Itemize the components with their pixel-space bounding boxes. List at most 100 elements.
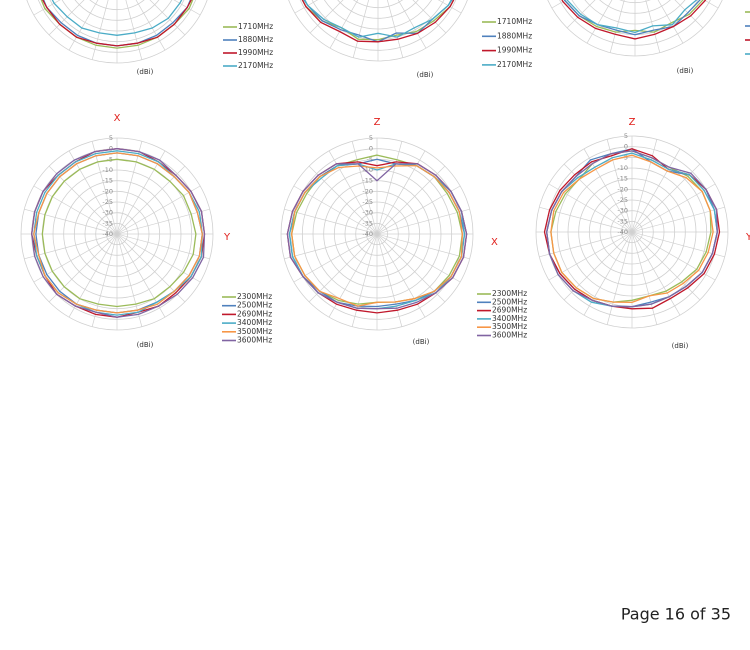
legend-label: 3400MHz <box>237 318 272 327</box>
spoke <box>135 0 166 51</box>
spoke <box>24 233 118 260</box>
spoke <box>33 0 61 16</box>
spoke <box>586 0 613 44</box>
spoke <box>68 233 118 318</box>
spoke <box>308 165 378 235</box>
grid-ring <box>280 137 474 331</box>
spoke <box>631 183 716 233</box>
legend-label: 2690MHz <box>237 309 272 318</box>
grid-ring <box>588 188 676 276</box>
r-tick-label: 5 <box>109 134 113 142</box>
r-tick-label: 0 <box>369 145 373 153</box>
legend-label: 2300MHz <box>237 292 272 301</box>
spoke <box>48 165 118 235</box>
legend-label: 3400MHz <box>492 314 527 323</box>
legend-label: 1990MHz <box>497 46 532 55</box>
spoke <box>328 150 378 235</box>
spoke <box>33 233 118 283</box>
spoke <box>294 0 319 14</box>
grid-ring <box>355 212 399 256</box>
pattern-line <box>301 0 455 43</box>
unit-label: (dBi) <box>137 341 154 349</box>
spoke <box>149 0 186 36</box>
spoke <box>48 0 85 36</box>
r-tick-label: -25 <box>102 198 113 206</box>
unit-label: (dBi) <box>137 68 154 76</box>
r-tick-label: -15 <box>617 175 628 183</box>
pattern-line <box>563 0 701 36</box>
grid-ring <box>105 222 129 246</box>
r-tick-label: -25 <box>617 196 628 204</box>
spoke <box>412 0 447 34</box>
r-tick-label: -30 <box>102 209 113 217</box>
grid-ring <box>63 180 171 288</box>
spoke <box>657 0 684 44</box>
spoke <box>284 208 378 235</box>
spoke <box>351 233 378 327</box>
grid-ring <box>599 0 671 14</box>
spoke <box>674 0 704 29</box>
spoke <box>116 233 186 303</box>
legend-label: 2500MHz <box>237 301 272 310</box>
legend-label: 2500MHz <box>492 297 527 306</box>
spoke <box>48 233 118 303</box>
legend-label: 1710MHz <box>497 17 532 26</box>
legend-label: 1880MHz <box>238 35 273 44</box>
grid-ring <box>333 190 421 278</box>
spoke <box>284 233 378 260</box>
r-tick-label: -20 <box>617 185 628 193</box>
spoke <box>548 231 633 281</box>
legend-label: 3500MHz <box>492 322 527 331</box>
r-tick-label: -40 <box>617 228 628 236</box>
r-tick-label: -35 <box>102 219 113 227</box>
spoke <box>631 231 658 325</box>
grid-ring <box>89 0 145 11</box>
unit-label: (dBi) <box>417 71 434 79</box>
legend-label: 1990MHz <box>238 48 273 57</box>
spoke <box>539 206 633 233</box>
spoke <box>539 231 633 258</box>
spoke <box>173 0 201 16</box>
spoke <box>91 141 118 235</box>
grid-ring <box>84 201 150 267</box>
spoke <box>351 141 378 235</box>
unit-label: (dBi) <box>672 342 689 350</box>
spoke <box>376 141 403 235</box>
spoke <box>631 231 701 301</box>
grid-ring <box>26 0 208 64</box>
spoke <box>563 163 633 233</box>
spoke <box>437 0 462 14</box>
spoke <box>376 233 403 327</box>
spoke <box>631 231 681 316</box>
spoke <box>329 0 359 49</box>
spoke <box>548 183 633 233</box>
pattern-line <box>51 0 183 36</box>
spoke <box>609 0 625 53</box>
spoke <box>376 165 446 235</box>
spoke <box>116 233 201 283</box>
pattern-line <box>31 148 206 318</box>
grid-ring <box>584 0 686 25</box>
spoke <box>308 233 378 303</box>
spoke <box>631 231 725 258</box>
legend-label: 3600MHz <box>237 336 272 345</box>
pattern-line <box>40 0 194 49</box>
r-tick-label: -10 <box>102 166 113 174</box>
r-tick-label: -35 <box>617 217 628 225</box>
axis-label: Y <box>745 232 750 243</box>
grid-ring <box>344 201 410 267</box>
pattern-line <box>301 0 455 41</box>
pattern-line <box>286 163 468 310</box>
r-tick-label: -10 <box>617 164 628 172</box>
legend-label: 3500MHz <box>237 327 272 336</box>
spoke <box>328 233 378 318</box>
legend-label: 2300MHz <box>492 289 527 298</box>
spoke <box>293 185 378 235</box>
spoke <box>116 150 166 235</box>
grid-ring <box>37 0 197 53</box>
spoke <box>116 141 143 235</box>
spoke <box>91 233 118 327</box>
grid-ring <box>95 212 139 256</box>
r-tick-label: -20 <box>102 187 113 195</box>
